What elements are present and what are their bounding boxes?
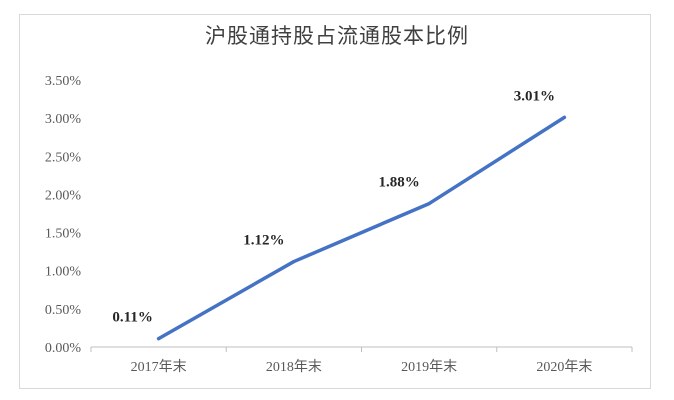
y-tick-label: 2.50% <box>45 150 82 165</box>
x-tick-label: 2020年末 <box>536 359 592 375</box>
x-tick-label: 2019年末 <box>401 359 457 375</box>
data-point <box>427 202 431 206</box>
data-label: 1.12% <box>243 233 284 249</box>
data-point <box>292 260 296 264</box>
x-tick-label: 2018年末 <box>266 359 322 375</box>
y-tick-label: 1.00% <box>45 265 82 280</box>
chart-title: 沪股通持股占流通股本比例 <box>205 24 469 48</box>
y-tick-label: 2.00% <box>45 188 82 203</box>
data-label: 0.11% <box>112 310 152 326</box>
data-label: 1.88% <box>379 175 420 191</box>
data-label: 3.01% <box>514 88 555 104</box>
y-tick-label: 0.50% <box>45 303 82 318</box>
data-point <box>562 115 566 119</box>
series-line <box>156 115 567 341</box>
x-tick-label: 2017年末 <box>131 359 187 375</box>
y-tick-label: 3.00% <box>45 112 82 127</box>
y-tick-label: 1.50% <box>45 227 82 242</box>
y-tick-label: 3.50% <box>45 74 82 89</box>
y-tick-label: 0.00% <box>45 341 82 356</box>
data-point <box>157 337 161 341</box>
chart-frame <box>19 14 651 389</box>
